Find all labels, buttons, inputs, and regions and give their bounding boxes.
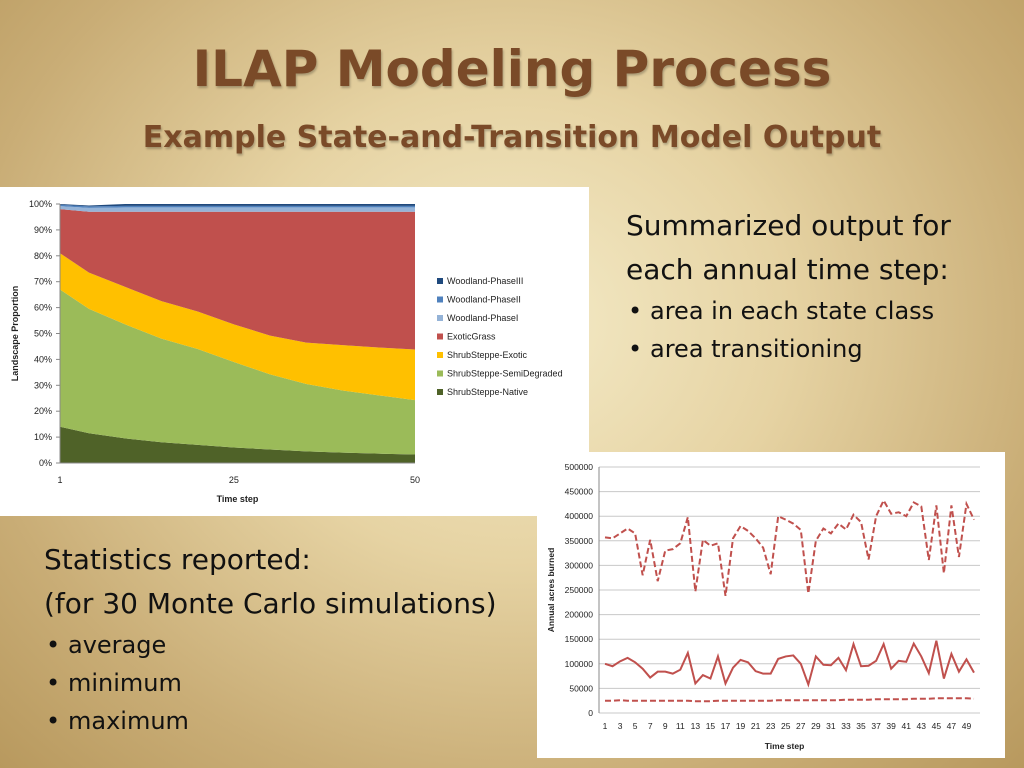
legend-label: Woodland-PhaseIII — [447, 276, 523, 286]
y-tick-label: 100% — [29, 199, 52, 209]
x-tick-label: 23 — [766, 721, 776, 731]
series-line-2 — [604, 640, 975, 688]
list-item: minimum — [44, 664, 524, 702]
x-tick-label: 15 — [706, 721, 716, 731]
x-tick-label: 37 — [871, 721, 881, 731]
x-tick-label: 3 — [618, 721, 623, 731]
y-tick-label: 70% — [34, 277, 52, 287]
list-item: maximum — [44, 702, 524, 740]
statistics-text: Statistics reported: (for 30 Monte Carlo… — [44, 538, 524, 740]
area-shrubsteppe-semidegraded — [60, 289, 415, 455]
x-tick-label: 31 — [826, 721, 836, 731]
x-tick-label: 9 — [663, 721, 668, 731]
series-line-3 — [605, 697, 975, 703]
x-tick-label: 43 — [917, 721, 927, 731]
x-tick-label: 1 — [603, 721, 608, 731]
state-class-area-chart: 0% 10% 20% 30% 40% 50% 60% 70% 80% 90% 100% 1 25 50 Ti… — [0, 187, 589, 516]
x-tick-label: 17 — [721, 721, 731, 731]
y-tick-label: 150000 — [565, 634, 594, 644]
x-tick-label: 33 — [841, 721, 851, 731]
acres-burned-line-chart: 0 50000 100000 150000 200000 250000 300000 3500… — [537, 452, 1005, 758]
slide-subtitle: Example State-and-Transition Model Outpu… — [142, 120, 882, 155]
area-shrubsteppe-exotic — [60, 253, 415, 401]
legend-label: Woodland-PhaseI — [447, 313, 518, 323]
x-tick-label: 49 — [962, 721, 972, 731]
y-tick-label: 30% — [34, 380, 52, 390]
legend-label: Woodland-PhaseII — [447, 295, 521, 305]
legend-label: ShrubSteppe-Exotic — [447, 350, 528, 360]
x-tick-label: 19 — [736, 721, 746, 731]
y-axis-title: Annual acres burned — [546, 548, 556, 633]
output-summary-lead: Summarized output for each annual time s… — [626, 209, 951, 286]
list-item: area transitioning — [626, 330, 1016, 368]
y-tick-label: 60% — [34, 303, 52, 313]
statistics-note: (for 30 Monte Carlo simulations) — [44, 587, 497, 620]
y-tick-label: 250000 — [565, 585, 594, 595]
y-tick-label: 10% — [34, 432, 52, 442]
line-chart-svg: 0500001000001500002000002500003000003500… — [546, 462, 980, 751]
x-tick-label: 25 — [229, 475, 239, 485]
x-tick-label: 11 — [676, 721, 685, 731]
y-tick-label: 350000 — [565, 536, 594, 546]
y-tick-label: 500000 — [565, 462, 594, 472]
y-tick-label: 450000 — [565, 487, 594, 497]
legend-label: ShrubSteppe-Native — [447, 387, 528, 397]
list-item: average — [44, 626, 524, 664]
area-woodland-phaseiii — [60, 204, 415, 207]
y-tick-label: 100000 — [565, 659, 594, 669]
y-tick-label: 300000 — [565, 560, 594, 570]
legend-swatch — [437, 278, 443, 284]
output-summary-text: Summarized output for each annual time s… — [626, 204, 1016, 368]
area-chart-svg: 0% 10% 20% 30% 40% 50% 60% 70% 80% 90% 100% 1 25 50 Ti… — [10, 199, 563, 504]
x-axis-title: Time step — [217, 494, 259, 504]
legend-swatch — [437, 352, 443, 358]
legend-swatch — [437, 296, 443, 303]
area-woodland-phaseii — [60, 204, 415, 208]
legend-swatch — [437, 370, 443, 377]
y-tick-label: 200000 — [565, 610, 594, 620]
y-tick-label: 0% — [39, 458, 52, 468]
x-tick-label: 45 — [932, 721, 942, 731]
legend-swatch — [437, 315, 443, 321]
x-tick-label: 5 — [633, 721, 638, 731]
y-tick-label: 80% — [34, 251, 52, 261]
legend-label: ExoticGrass — [447, 332, 496, 342]
x-tick-label: 41 — [901, 721, 911, 731]
x-tick-label: 27 — [796, 721, 806, 731]
x-tick-label: 29 — [811, 721, 821, 731]
y-tick-label: 400000 — [565, 511, 594, 521]
statistics-lead: Statistics reported: — [44, 543, 311, 576]
slide-title: ILAP Modeling Process — [192, 40, 832, 98]
y-tick-label: 40% — [34, 354, 52, 364]
area-shrubsteppe-native — [60, 426, 415, 463]
x-tick-label: 1 — [57, 475, 62, 485]
x-tick-label: 47 — [947, 721, 957, 731]
output-summary-list: area in each state class area transition… — [626, 292, 1016, 368]
x-axis-title: Time step — [765, 741, 805, 751]
area-woodland-phasei — [60, 206, 415, 212]
y-tick-label: 20% — [34, 406, 52, 416]
y-axis-title: Landscape Proportion — [10, 286, 20, 382]
x-tick-label: 7 — [648, 721, 653, 731]
legend-swatch — [437, 389, 443, 395]
x-tick-label: 21 — [751, 721, 761, 731]
y-tick-label: 50000 — [569, 683, 593, 693]
y-tick-label: 90% — [34, 225, 52, 235]
y-tick-label: 50% — [34, 329, 52, 339]
x-tick-label: 39 — [886, 721, 896, 731]
x-tick-label: 25 — [781, 721, 791, 731]
x-tick-label: 50 — [410, 475, 420, 485]
legend-swatch — [437, 333, 443, 340]
statistics-list: average minimum maximum — [44, 626, 524, 740]
x-tick-label: 35 — [856, 721, 866, 731]
y-tick-label: 0 — [588, 708, 593, 718]
series-line-1 — [604, 498, 975, 597]
area-exoticgrass — [60, 209, 415, 350]
legend-label: ShrubSteppe-SemiDegraded — [447, 369, 563, 379]
list-item: area in each state class — [626, 292, 1016, 330]
x-tick-label: 13 — [691, 721, 701, 731]
